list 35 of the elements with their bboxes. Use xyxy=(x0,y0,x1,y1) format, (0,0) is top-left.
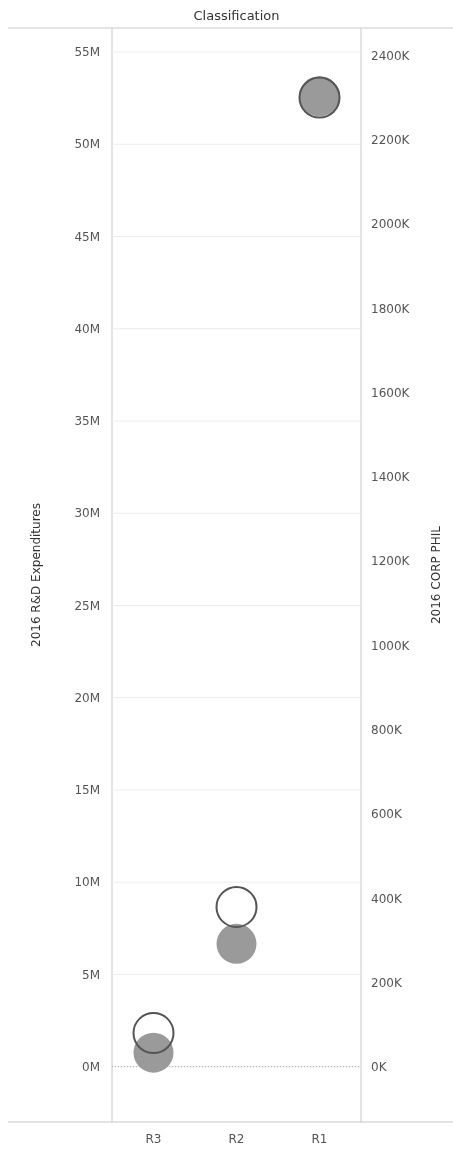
y-tick-label: 50M xyxy=(74,137,100,152)
y-tick-label: 55M xyxy=(74,45,100,60)
y2-tick-label: 600K xyxy=(371,807,403,822)
y2-tick-label: 1000K xyxy=(371,638,411,653)
x-tick-label: R1 xyxy=(311,1132,328,1146)
y2-tick-label: 2000K xyxy=(371,217,411,232)
y2-tick-label: 1200K xyxy=(371,554,411,569)
y-tick-label: 25M xyxy=(74,598,100,613)
y-tick-label: 40M xyxy=(74,321,100,336)
y2-tick-label: 1800K xyxy=(371,301,411,316)
x-tick-label: R2 xyxy=(228,1132,245,1146)
y2-axis-title: 2016 CORP PHIL xyxy=(429,525,443,625)
chart-title: Classification xyxy=(193,8,280,23)
y-axis-title: 2016 R&D Expenditures xyxy=(29,503,43,647)
point xyxy=(216,923,257,964)
y-tick-label: 5M xyxy=(82,967,100,982)
y2-tick-label: 2200K xyxy=(371,132,411,147)
y2-tick-label: 1600K xyxy=(371,385,411,400)
y2-tick-label: 200K xyxy=(371,976,403,991)
y-tick-label: 10M xyxy=(74,875,100,890)
y-tick-label: 30M xyxy=(74,506,100,521)
y-tick-label: 35M xyxy=(74,414,100,429)
x-tick-label: R3 xyxy=(145,1132,162,1146)
y-tick-label: 45M xyxy=(74,229,100,244)
y2-tick-label: 400K xyxy=(371,891,403,906)
y-tick-label: 15M xyxy=(74,783,100,798)
point xyxy=(215,885,258,928)
y2-tick-label: 0K xyxy=(371,1060,388,1075)
y2-tick-label: 800K xyxy=(371,723,403,738)
y2-tick-label: 2400K xyxy=(371,48,411,63)
y-tick-label: 0M xyxy=(82,1059,100,1074)
y-tick-label: 20M xyxy=(74,690,100,705)
point xyxy=(132,1012,175,1055)
y2-tick-label: 1400K xyxy=(371,470,411,485)
point xyxy=(133,1032,174,1073)
